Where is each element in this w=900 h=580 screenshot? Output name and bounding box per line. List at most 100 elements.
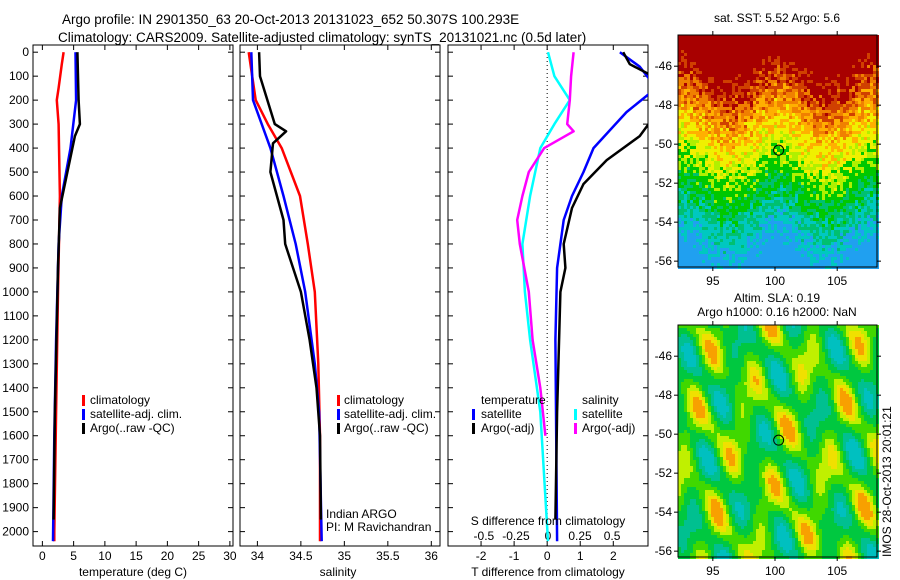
map-cells	[678, 35, 879, 269]
lat-tick-label: -50	[655, 427, 673, 441]
x2-tick-label: -0.25	[502, 529, 530, 543]
y-tick-label: 1000	[2, 285, 29, 299]
legend-label: satellite-adj. clim.	[344, 407, 436, 421]
x-tick-label: 0	[39, 549, 46, 563]
y-tick-label: 1500	[2, 405, 29, 419]
y-tick-label: 500	[9, 165, 29, 179]
sla-map-subtitle: Argo h1000: 0.16 h2000: NaN	[697, 305, 856, 319]
x2-tick-label: 0.5	[604, 529, 621, 543]
lat-tick-label: -56	[655, 544, 673, 558]
lat-tick-label: -52	[655, 176, 673, 190]
x-tick-label: 5	[70, 549, 77, 563]
legend-label: Argo(..raw -QC)	[90, 421, 175, 435]
x-tick-label: 15	[129, 549, 143, 563]
y-tick-label: 300	[9, 117, 29, 131]
y-tick-label: 400	[9, 141, 29, 155]
y-tick-label: 1400	[2, 381, 29, 395]
argo-location-marker	[773, 144, 785, 156]
map-cells	[678, 325, 879, 559]
lat-tick-label: -54	[655, 215, 673, 229]
t-diff-xlabel: T difference from climatology	[471, 565, 625, 579]
y-tick-label: 2000	[2, 525, 29, 539]
x2-tick-label: -0.5	[474, 529, 495, 543]
series-line-climatology	[247, 52, 322, 542]
lon-tick-label: 95	[706, 564, 720, 578]
legend-swatch-s-satellite	[574, 409, 577, 420]
legend-label: satellite-adj. clim.	[90, 407, 182, 421]
series-line-s-satellite	[521, 51, 572, 542]
y-tick-label: 1800	[2, 477, 29, 491]
legend-swatch-climatology	[337, 395, 340, 406]
s-diff-xlabel: S difference from climatology	[471, 514, 626, 528]
legend-swatch-t-satellite	[472, 409, 475, 420]
map-frame	[677, 324, 878, 558]
legend-label: climatology	[344, 393, 404, 407]
x-tick-label: 10	[98, 549, 112, 563]
legend-heading-salinity: salinity	[582, 393, 619, 407]
y-tick-label: 1300	[2, 357, 29, 371]
series-line-s-argo-adj-	[515, 52, 575, 436]
temperature-xlabel: temperature (deg C)	[79, 565, 187, 579]
y-tick-label: 1100	[3, 309, 29, 323]
legend-label: climatology	[90, 393, 150, 407]
lat-tick-label: -48	[655, 98, 673, 112]
legend-heading-temperature: temperature	[481, 393, 546, 407]
x-tick-label: 35	[338, 549, 352, 563]
lat-tick-label: -56	[655, 254, 673, 268]
imos-timestamp: IMOS 28-Oct-2013 20:01:21	[880, 406, 894, 557]
y-tick-label: 800	[9, 237, 29, 251]
pi-label: PI: M Ravichandran	[326, 520, 431, 534]
y-tick-label: 900	[9, 261, 29, 275]
lon-tick-label: 105	[827, 564, 847, 578]
series-line-climatology	[53, 52, 65, 542]
lat-tick-label: -50	[655, 137, 673, 151]
sst-map-title: sat. SST: 5.52 Argo: 5.6	[714, 11, 840, 25]
plot-frame	[239, 44, 441, 547]
series-line-t-satellite	[554, 51, 648, 542]
temperature-legend: climatology satellite-adj. clim. Argo(..…	[82, 393, 182, 435]
y-tick-label: 100	[9, 69, 29, 83]
salinity-legend: climatology satellite-adj. clim. Argo(..…	[337, 393, 436, 435]
lat-tick-label: -54	[655, 505, 673, 519]
y-tick-label: 1700	[2, 453, 29, 467]
title-line-2: Climatology: CARS2009. Satellite-adjuste…	[58, 30, 586, 45]
lon-tick-label: 95	[706, 274, 720, 288]
sla-map: 95 100 105 -46 -48 -50 -52 -54 -56	[655, 321, 881, 578]
map-frame	[677, 34, 878, 268]
lat-tick-label: -46	[655, 59, 673, 73]
x2-tick-label: 0.25	[568, 529, 592, 543]
x-tick-label: -2	[476, 549, 487, 563]
x-tick-label: -1	[509, 549, 520, 563]
x-tick-label: 25	[192, 549, 206, 563]
x-tick-label: 2	[610, 549, 617, 563]
sst-map: 95 100 105 -46 -48 -50 -52 -54 -56	[655, 31, 881, 288]
series-line-t-argo-adj-	[554, 51, 648, 520]
x-tick-label: 30	[223, 549, 237, 563]
lat-tick-label: -46	[655, 349, 673, 363]
plot-frame	[447, 44, 649, 547]
salinity-xlabel: salinity	[320, 565, 357, 579]
legend-swatch-argo	[82, 423, 85, 434]
legend-swatch-climatology	[82, 395, 85, 406]
y-tick-label: 700	[9, 213, 29, 227]
lon-tick-label: 100	[765, 274, 785, 288]
y-tick-label: 1200	[2, 333, 29, 347]
difference-legend: temperature salinity satellite Argo(-adj…	[472, 393, 635, 435]
x-tick-label: 0	[544, 549, 551, 563]
y-tick-label: 1600	[2, 429, 29, 443]
x-tick-label: 34.5	[289, 549, 313, 563]
legend-swatch-satellite	[82, 409, 85, 420]
legend-swatch-argo	[337, 423, 340, 434]
x-tick-label: 36	[425, 549, 439, 563]
x-tick-label: 35.5	[376, 549, 400, 563]
legend-swatch-satellite	[337, 409, 340, 420]
y-tick-label: 200	[9, 93, 29, 107]
series-line-argo-raw-qc-	[257, 52, 323, 520]
lon-tick-label: 105	[827, 274, 847, 288]
series-line-argo-raw-qc-	[52, 52, 82, 520]
y-tick-label: 0	[22, 45, 29, 59]
y-tick-label: 600	[9, 189, 29, 203]
plot-frame	[32, 44, 234, 547]
